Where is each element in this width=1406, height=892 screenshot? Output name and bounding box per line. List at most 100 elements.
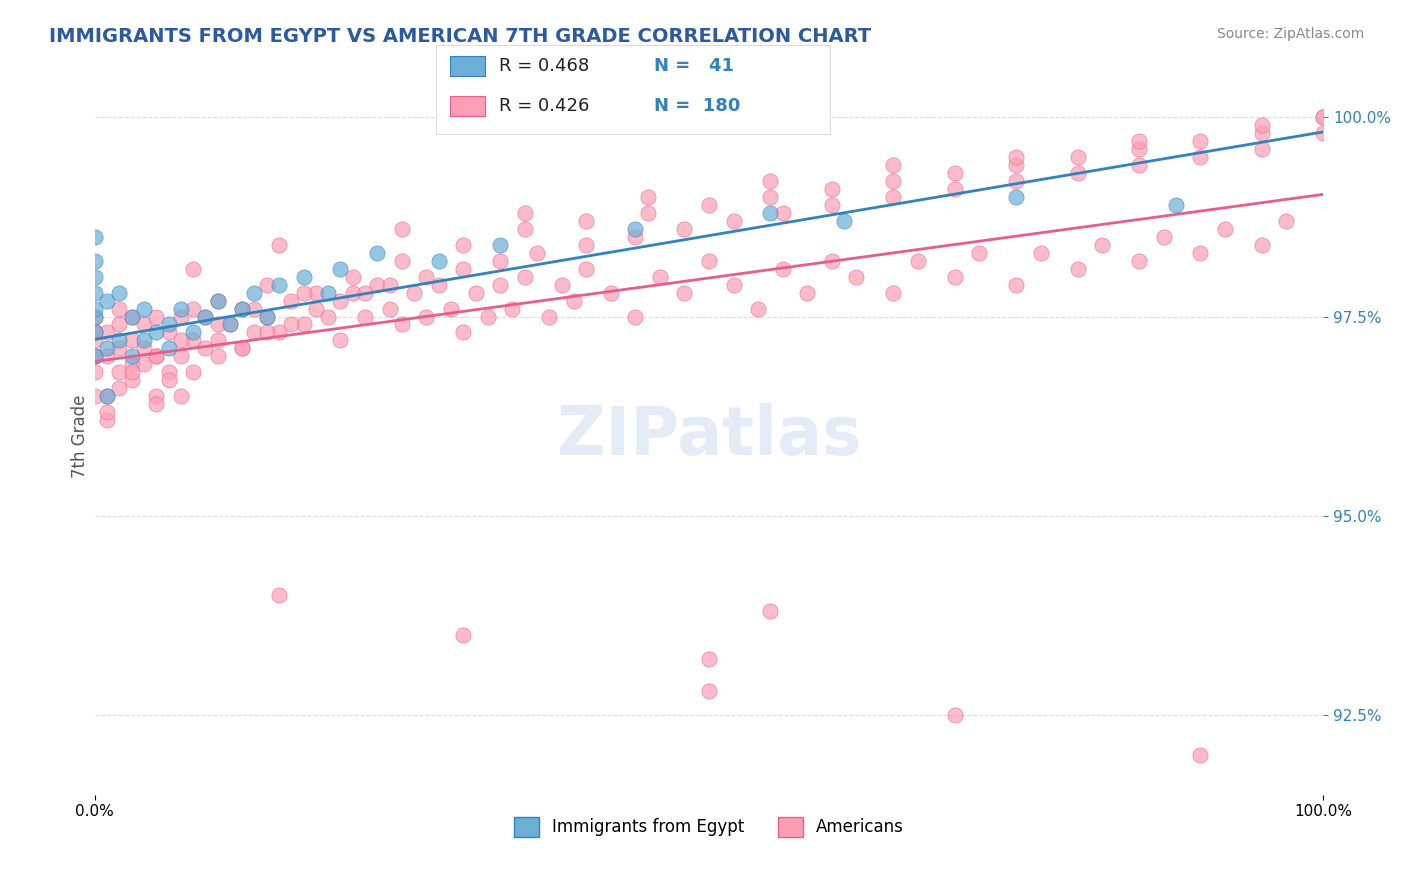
Americans	[83, 326, 105, 340]
Legend: Immigrants from Egypt, Americans: Immigrants from Egypt, Americans	[508, 810, 911, 844]
Americans	[772, 206, 794, 220]
Immigrants from Egypt	[132, 301, 155, 316]
Americans	[501, 301, 523, 316]
Immigrants from Egypt	[256, 310, 278, 324]
Americans	[231, 342, 253, 356]
Americans	[280, 318, 302, 332]
Immigrants from Egypt	[83, 301, 105, 316]
Americans	[1005, 150, 1028, 164]
Immigrants from Egypt	[219, 318, 242, 332]
Americans	[305, 285, 328, 300]
Americans	[181, 334, 204, 348]
Americans	[453, 261, 475, 276]
Americans	[207, 318, 229, 332]
Americans	[83, 365, 105, 379]
Americans	[292, 318, 315, 332]
Y-axis label: 7th Grade: 7th Grade	[72, 394, 89, 478]
Americans	[723, 277, 745, 292]
Immigrants from Egypt	[1005, 190, 1028, 204]
Immigrants from Egypt	[83, 285, 105, 300]
Americans	[697, 253, 720, 268]
Americans	[575, 261, 598, 276]
Americans	[575, 237, 598, 252]
Immigrants from Egypt	[292, 269, 315, 284]
Americans	[453, 326, 475, 340]
Americans	[538, 310, 561, 324]
Americans	[1091, 237, 1114, 252]
Americans	[96, 405, 118, 419]
Americans	[440, 301, 463, 316]
Americans	[132, 318, 155, 332]
Americans	[513, 222, 536, 236]
Americans	[943, 269, 966, 284]
Americans	[1005, 158, 1028, 172]
Immigrants from Egypt	[181, 326, 204, 340]
Americans	[121, 334, 143, 348]
Americans	[453, 237, 475, 252]
Americans	[772, 261, 794, 276]
Immigrants from Egypt	[83, 310, 105, 324]
Americans	[882, 190, 904, 204]
Immigrants from Egypt	[157, 318, 180, 332]
Americans	[624, 230, 647, 244]
Americans	[329, 334, 352, 348]
Americans	[132, 342, 155, 356]
Americans	[575, 214, 598, 228]
Immigrants from Egypt	[489, 237, 512, 252]
Americans	[599, 285, 621, 300]
Immigrants from Egypt	[108, 285, 131, 300]
Immigrants from Egypt	[243, 285, 266, 300]
Immigrants from Egypt	[329, 261, 352, 276]
Americans	[231, 301, 253, 316]
Americans	[391, 222, 413, 236]
Americans	[267, 237, 290, 252]
Americans	[513, 269, 536, 284]
Americans	[108, 318, 131, 332]
Immigrants from Egypt	[83, 253, 105, 268]
Immigrants from Egypt	[624, 222, 647, 236]
Americans	[489, 277, 512, 292]
Americans	[280, 293, 302, 308]
Immigrants from Egypt	[108, 334, 131, 348]
Americans	[1312, 126, 1334, 140]
Americans	[366, 277, 388, 292]
Americans	[943, 708, 966, 723]
Immigrants from Egypt	[759, 206, 782, 220]
Americans	[391, 318, 413, 332]
Americans	[759, 174, 782, 188]
Americans	[231, 342, 253, 356]
Americans	[378, 301, 401, 316]
Americans	[121, 310, 143, 324]
Americans	[427, 277, 450, 292]
Text: IMMIGRANTS FROM EGYPT VS AMERICAN 7TH GRADE CORRELATION CHART: IMMIGRANTS FROM EGYPT VS AMERICAN 7TH GR…	[49, 27, 872, 45]
Americans	[181, 261, 204, 276]
Americans	[83, 350, 105, 364]
Americans	[145, 310, 167, 324]
Immigrants from Egypt	[96, 389, 118, 403]
Americans	[697, 684, 720, 698]
Americans	[637, 206, 659, 220]
Americans	[1312, 110, 1334, 124]
Text: N =  180: N = 180	[654, 97, 740, 115]
Text: R = 0.468: R = 0.468	[499, 57, 589, 75]
Americans	[170, 350, 193, 364]
Americans	[243, 326, 266, 340]
Americans	[267, 589, 290, 603]
Americans	[1250, 237, 1272, 252]
Americans	[882, 174, 904, 188]
Americans	[1066, 150, 1088, 164]
Americans	[96, 413, 118, 427]
Americans	[1250, 142, 1272, 156]
Americans	[305, 301, 328, 316]
Americans	[1128, 158, 1150, 172]
Americans	[256, 310, 278, 324]
Americans	[83, 350, 105, 364]
Americans	[1213, 222, 1236, 236]
Americans	[207, 350, 229, 364]
Americans	[404, 285, 426, 300]
Americans	[170, 310, 193, 324]
Americans	[845, 269, 868, 284]
Immigrants from Egypt	[157, 342, 180, 356]
Americans	[648, 269, 671, 284]
Americans	[1153, 230, 1175, 244]
